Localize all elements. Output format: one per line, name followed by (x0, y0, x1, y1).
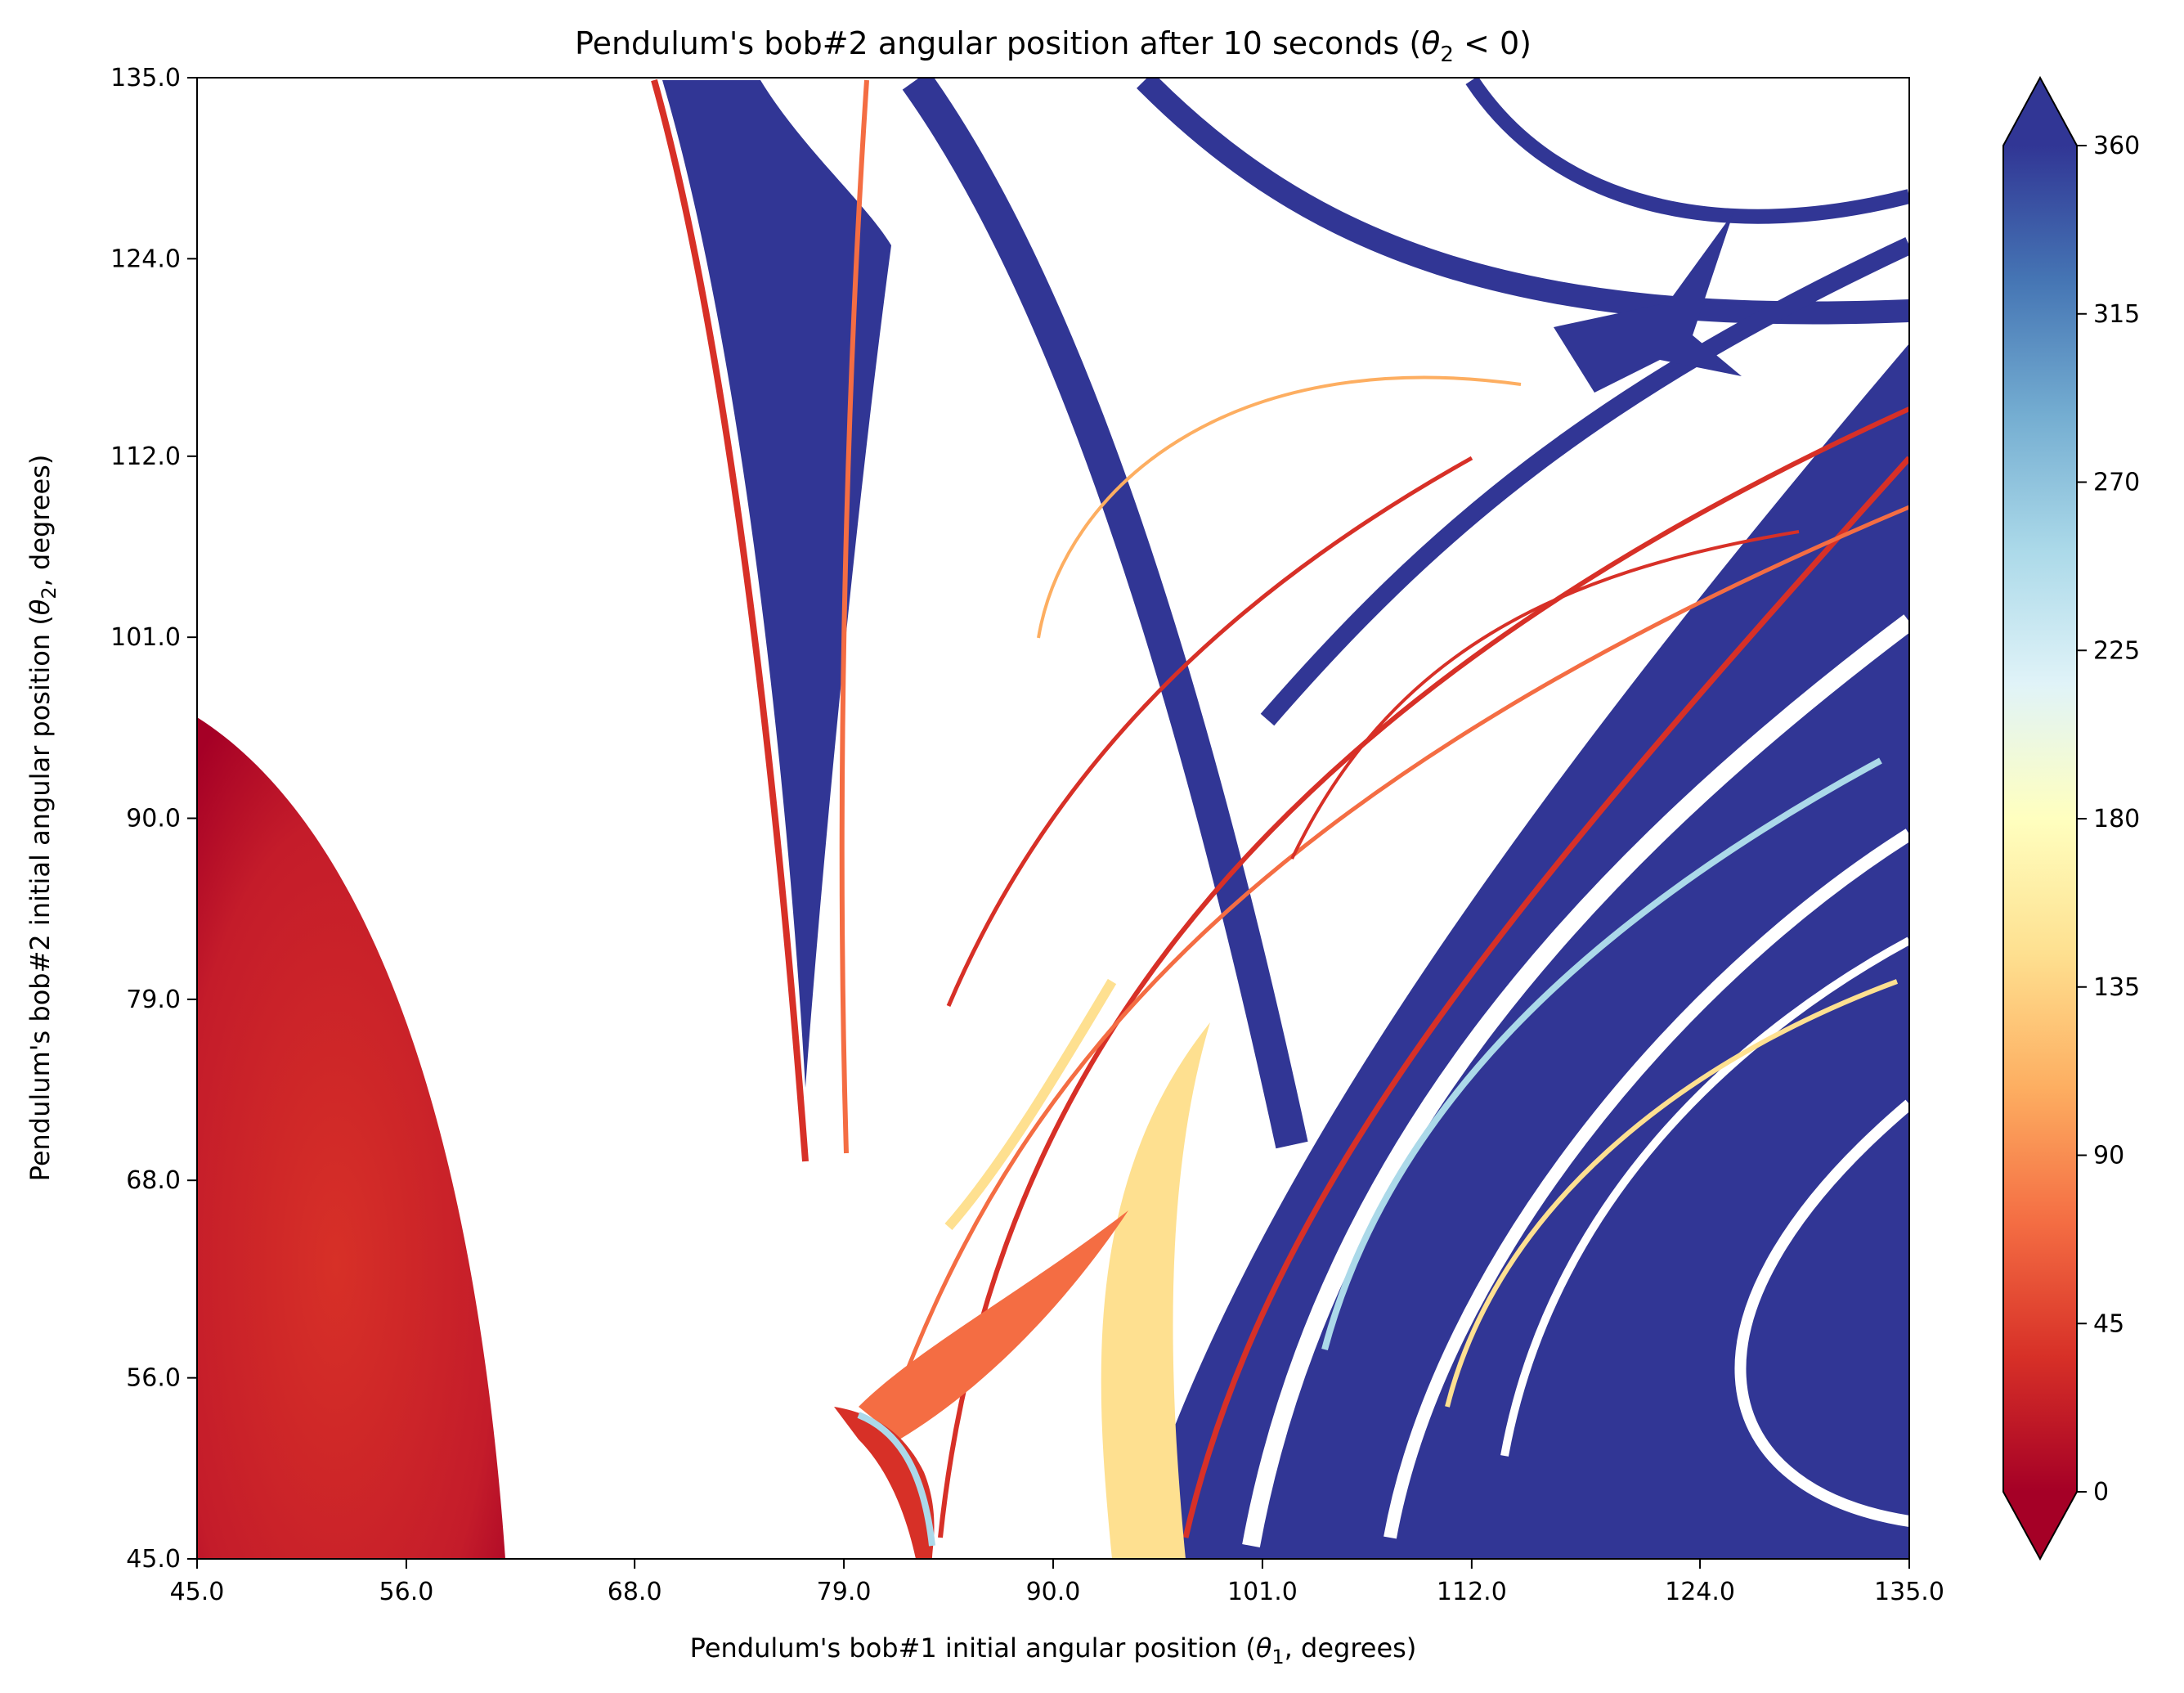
y-tick-label: 90.0 (126, 805, 181, 833)
x-tick-label: 112.0 (1437, 1578, 1507, 1606)
y-tick-label: 56.0 (126, 1364, 181, 1393)
heatmap-swirl-white-2 (1383, 829, 1909, 1539)
heatmap-swirl-lightblue-1 (1321, 757, 1882, 1351)
colorbar-tick-label: 90 (2093, 1142, 2124, 1170)
heatmap-swirl-white-1 (1242, 614, 1909, 1547)
heatmap-tongue-yellow-2 (944, 978, 1117, 1230)
heatmap-swirl-white-4 (1500, 936, 1909, 1457)
heatmap-filament-red-2 (946, 456, 1473, 1007)
heatmap-streak-high-2 (1137, 78, 1909, 325)
x-tick-label: 101.0 (1227, 1578, 1298, 1606)
x-tick-label: 68.0 (608, 1578, 662, 1606)
heatmap-region-high-large (1128, 344, 1909, 1559)
heatmap-swirl-yellow-1 (1445, 979, 1899, 1408)
y-tick-label: 124.0 (110, 245, 181, 273)
heatmap-filament-red-3 (1290, 530, 1800, 860)
x-tick-label: 135.0 (1874, 1578, 1944, 1606)
y-tick-label: 101.0 (110, 623, 181, 652)
y-tick-label: 68.0 (126, 1166, 181, 1195)
colorbar-tick-label: 135 (2093, 973, 2140, 1002)
heatmap-filament-orange-2 (1037, 375, 1522, 639)
colorbar-tick-label: 225 (2093, 636, 2140, 665)
colorbar-extend-top (2003, 78, 2077, 146)
y-tick-label: 45.0 (126, 1545, 181, 1574)
heatmap-region-low (197, 717, 505, 1559)
heatmap-lobe-edge-orange (839, 79, 869, 1154)
x-tick-label: 56.0 (379, 1578, 434, 1606)
heatmap-lobe-edge-red (651, 79, 809, 1162)
y-axis-label: Pendulum's bob#2 initial angular positio… (25, 455, 61, 1182)
heatmap (651, 78, 1909, 1559)
x-tick-label: 45.0 (170, 1578, 225, 1606)
heatmap-region-high-lobe (662, 80, 891, 1088)
y-tick-label: 135.0 (110, 64, 181, 92)
chart-title: Pendulum's bob#2 angular position after … (575, 25, 1531, 67)
x-axis-label: Pendulum's bob#1 initial angular positio… (690, 1632, 1417, 1668)
heatmap-streak-high-3 (1260, 237, 1909, 726)
colorbar-tick-label: 270 (2093, 469, 2140, 497)
colorbar-tick-label: 180 (2093, 805, 2140, 833)
colorbar-tick-label: 45 (2093, 1309, 2124, 1338)
colorbar-tick-label: 360 (2093, 132, 2140, 160)
heatmap-tongue-lightblue-1 (857, 1412, 935, 1547)
y-tick-label: 79.0 (126, 986, 181, 1014)
y-axis-ticks: 45.0 56.0 68.0 79.0 90.0 101.0 112.0 124.0 135.0 (110, 64, 197, 1574)
x-axis-ticks: 45.0 56.0 68.0 79.0 90.0 101.0 112.0 124.0 135.0 (170, 1559, 1944, 1606)
heatmap-tongue-red-1 (834, 1407, 935, 1559)
y-tick-label: 112.0 (110, 442, 181, 471)
colorbar-tick-label: 315 (2093, 300, 2140, 329)
x-tick-label: 124.0 (1665, 1578, 1735, 1606)
heatmap-tongue-orange-1 (859, 1210, 1128, 1439)
heatmap-swirl-red-1 (1182, 456, 1909, 1538)
x-tick-label: 90.0 (1026, 1578, 1081, 1606)
colorbar-ticks: 0 45 90 135 180 225 270 315 360 (2077, 132, 2140, 1507)
heatmap-streak-high-1 (902, 78, 1308, 1149)
heatmap-blue-star (1554, 213, 1742, 393)
colorbar: 0 45 90 135 180 225 270 315 360 (2002, 75, 2140, 1561)
x-tick-label: 79.0 (817, 1578, 872, 1606)
heatmap-streak-high-4 (1465, 78, 1909, 224)
heatmap-swirl-white-3 (1734, 1099, 1909, 1527)
heatmap-tongue-yellow-1 (1101, 1022, 1210, 1559)
colorbar-extend-bottom (2003, 1492, 2077, 1559)
heatmap-filament-orange-1 (897, 505, 1909, 1391)
colorbar-tick-label: 0 (2093, 1478, 2109, 1507)
colorbar-body (2003, 146, 2077, 1492)
